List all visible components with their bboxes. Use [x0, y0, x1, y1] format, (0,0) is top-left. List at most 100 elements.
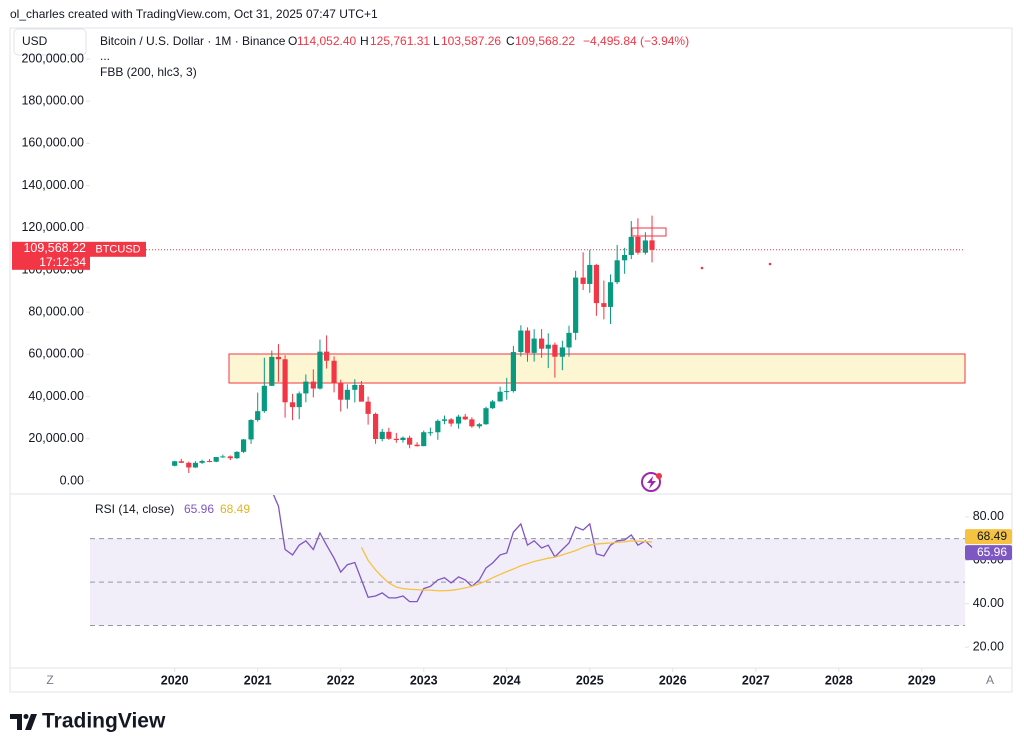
- candle-body: [317, 351, 323, 389]
- last-price-label: 109,568.22: [23, 241, 86, 255]
- candle-body: [593, 264, 600, 304]
- currency-button[interactable]: [13, 28, 87, 56]
- candle-body: [552, 344, 558, 357]
- y-tick-label: 160,000.00: [21, 136, 84, 150]
- y-tick-label: 20,000.00: [28, 431, 84, 445]
- y-tick-label: 20.00: [973, 639, 1004, 653]
- candle-body: [622, 255, 628, 261]
- candle-body: [469, 419, 475, 427]
- candle-body: [566, 332, 572, 348]
- y-tick-label: 80,000.00: [28, 304, 84, 318]
- candle-body: [455, 416, 462, 424]
- ohlc-key: O: [288, 34, 297, 48]
- candle-body: [213, 457, 219, 462]
- candle-body: [421, 432, 427, 447]
- symbol: Bitcoin / U.S. Dollar · 1M · Binance: [100, 34, 286, 48]
- rsi-ma-value: 68.49: [220, 502, 250, 516]
- candle-body: [559, 347, 565, 357]
- y-tick-label: 60,000.00: [28, 347, 84, 361]
- candle-body: [642, 240, 648, 253]
- ohlc-key: H: [360, 34, 369, 48]
- ohlc-value: 109,568.22: [515, 34, 575, 48]
- x-tick-label: 2029: [908, 673, 936, 687]
- candle-body: [545, 344, 551, 349]
- y-tick-label: 80.00: [973, 509, 1004, 523]
- indicator-legend: FBB (200, hlc3, 3): [100, 65, 197, 79]
- candle-body: [206, 461, 213, 463]
- rsi-ma-line: [360, 540, 653, 592]
- box-annotation: [631, 227, 667, 237]
- candle-body: [504, 391, 510, 393]
- candle-body: [234, 451, 240, 459]
- candle-body: [614, 260, 620, 283]
- auto-button[interactable]: A: [986, 673, 994, 687]
- x-tick-label: 2025: [576, 673, 604, 687]
- y-tick-label: 40.00: [973, 596, 1004, 610]
- ohlc-value: 114,052.40: [297, 34, 356, 48]
- candle-body: [427, 432, 433, 434]
- rsi-value: 65.96: [184, 502, 214, 516]
- candle-body: [435, 420, 441, 433]
- lightning-icon[interactable]: [641, 472, 662, 492]
- candle-body: [310, 381, 316, 389]
- candle-body: [601, 303, 607, 307]
- candle-body: [365, 401, 371, 414]
- change: −4,495.84 (−3.94%): [583, 34, 689, 48]
- chart-frame: [9, 27, 1013, 693]
- last-price-tag: [12, 241, 90, 270]
- candle-body: [289, 402, 296, 408]
- candle-body: [539, 338, 545, 349]
- ohlc-value: 125,761.31: [370, 34, 430, 48]
- rsi-lines: [272, 495, 653, 603]
- more-button[interactable]: ...: [100, 49, 110, 63]
- candle-body: [220, 456, 226, 458]
- candle-body: [573, 277, 579, 333]
- value-tag-label: 68.49: [977, 529, 1007, 543]
- candle-body: [524, 330, 531, 353]
- candle-body: [344, 389, 350, 400]
- candle-body: [227, 456, 233, 459]
- candle-body: [240, 439, 247, 452]
- x-tick-label: 2022: [327, 673, 355, 687]
- x-tick-label: 2027: [742, 673, 770, 687]
- candle-body: [476, 424, 482, 427]
- candle-body: [199, 461, 205, 463]
- credit: ol_charles created with TradingView.com,…: [10, 7, 378, 21]
- candle-body: [323, 351, 330, 361]
- ohlc-key: C: [506, 34, 515, 48]
- candle-body: [587, 264, 593, 284]
- dot-annotation: [768, 262, 772, 266]
- candle-body: [518, 330, 524, 353]
- candle-body: [275, 356, 282, 360]
- candle-body: [635, 236, 641, 253]
- countdown: 17:12:34: [39, 255, 86, 269]
- candle-body: [296, 393, 302, 408]
- candle-body: [386, 431, 392, 439]
- candle-body: [331, 360, 337, 384]
- ohlc-key: L: [433, 34, 440, 48]
- candle-body: [338, 383, 344, 400]
- candle-body: [352, 384, 358, 390]
- x-tick-label: 2028: [825, 673, 853, 687]
- candle-body: [414, 444, 420, 447]
- candle-body: [261, 385, 267, 412]
- candle-body: [255, 411, 261, 420]
- candle-body: [393, 438, 399, 441]
- candle-body: [282, 359, 288, 403]
- y-tick-label: 40,000.00: [28, 389, 84, 403]
- candles: [172, 215, 655, 473]
- value-tag: [965, 545, 1012, 561]
- x-tick-label: 2024: [493, 673, 521, 687]
- zoom-button[interactable]: Z: [46, 673, 53, 687]
- y-tick-label: 140,000.00: [21, 178, 84, 192]
- x-tick-label: 2023: [410, 673, 438, 687]
- candle-body: [497, 391, 503, 402]
- candle-body: [531, 338, 537, 353]
- candle-body: [379, 431, 385, 439]
- candle-body: [607, 282, 614, 307]
- x-tick-label: 2026: [659, 673, 687, 687]
- candle-body: [358, 384, 365, 402]
- candle-body: [462, 416, 468, 420]
- y-tick-label: 0.00: [60, 473, 84, 487]
